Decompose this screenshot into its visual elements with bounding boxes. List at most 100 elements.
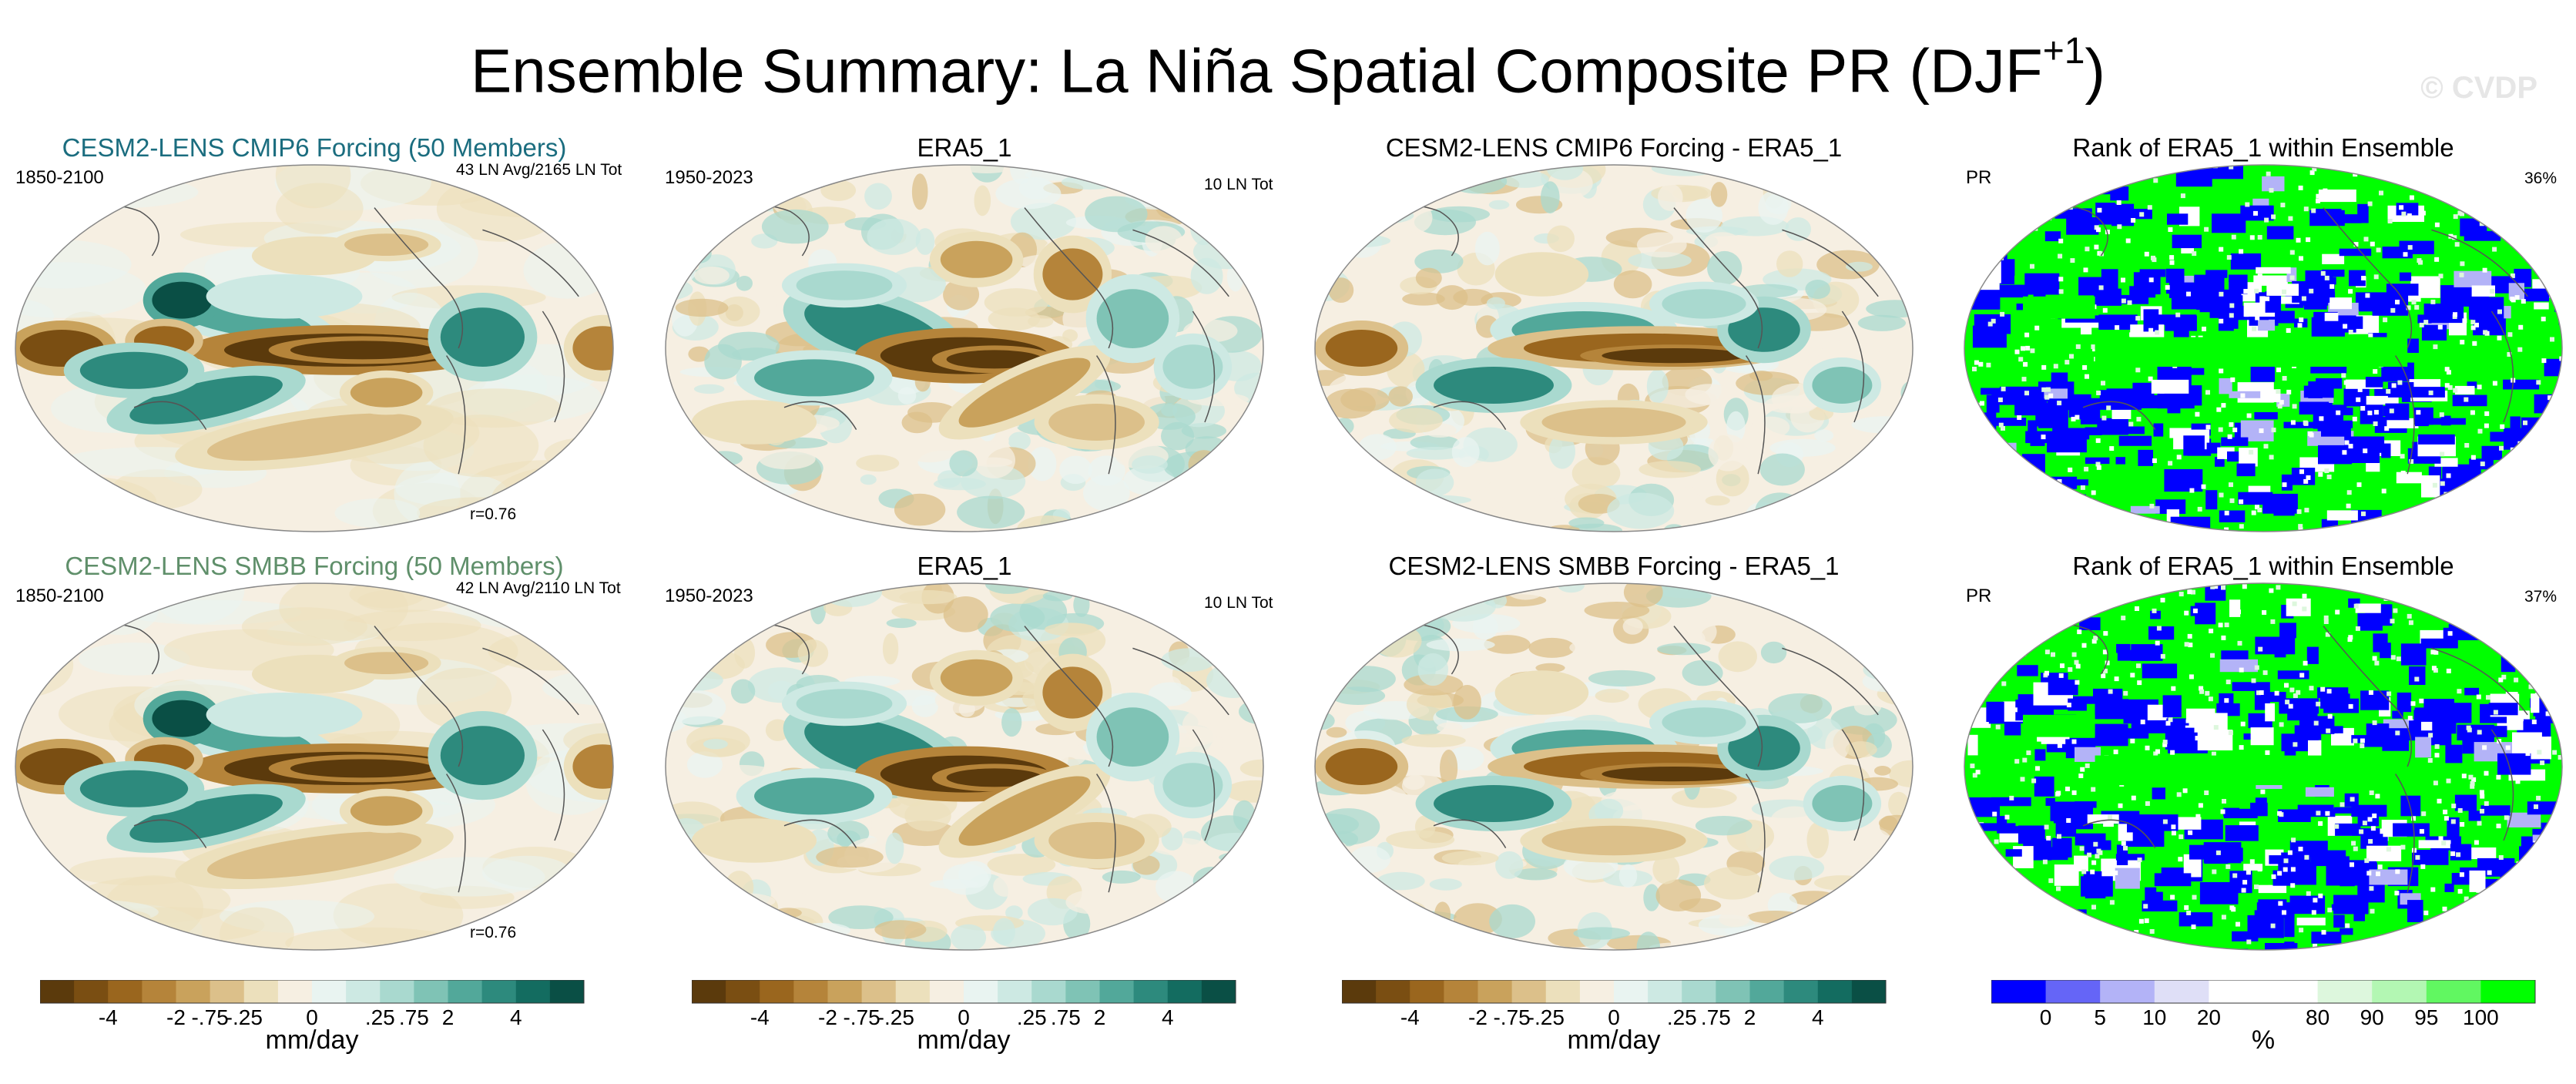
colorbar-tick-label: .75 [399, 1005, 429, 1029]
colorbar-swatch [1099, 980, 1135, 1003]
colorbar-swatch [346, 980, 381, 1003]
colorbar-swatch [1201, 980, 1236, 1003]
figure-title-close: ) [2085, 36, 2106, 106]
colorbar-tick-label: .25 [1667, 1005, 1697, 1029]
colorbar-swatch [312, 980, 347, 1003]
colorbar-swatch [1716, 980, 1751, 1003]
colorbar-tick-label: .25 [365, 1005, 395, 1029]
colorbar-tick-label: 4 [510, 1005, 522, 1029]
colorbar-swatch [1342, 980, 1377, 1003]
colorbar-tick-label: 0 [306, 1005, 318, 1029]
colorbar-swatch [277, 980, 313, 1003]
rank-percent: 37% [2524, 588, 2558, 606]
panel-title-obs: ERA5_1 [917, 552, 1012, 580]
colorbar-swatch [1376, 980, 1410, 1003]
colorbar-swatch [142, 980, 177, 1003]
colorbar-swatch [515, 980, 551, 1003]
colorbar-swatch [1817, 980, 1853, 1003]
colorbar-swatch [40, 980, 75, 1003]
obs-years: 1950-2023 [665, 167, 753, 188]
colorbar-tick-label: .25 [1017, 1005, 1047, 1029]
colorbar-swatch [760, 980, 794, 1003]
map-model-row2 [15, 582, 614, 951]
colorbar-swatch [380, 980, 414, 1003]
colorbar-swatch [1614, 980, 1649, 1003]
colorbar-tick-label: 90 [2360, 1005, 2384, 1029]
colorbar-tick-label: -.75 [191, 1005, 228, 1029]
colorbar-tick-label: 20 [2197, 1005, 2221, 1029]
colorbar-swatch [1133, 980, 1169, 1003]
colorbar-swatch [1167, 980, 1202, 1003]
colorbar-4: 0 5 10 20 80 90 95 100 [1991, 980, 2536, 1029]
colorbar-swatch [2317, 980, 2373, 1003]
colorbar-swatch [1851, 980, 1887, 1003]
colorbar-tick-label: 10 [2142, 1005, 2166, 1029]
panel-title-diff: CESM2-LENS CMIP6 Forcing - ERA5_1 [1385, 133, 1843, 162]
colorbar-swatch [1749, 980, 1785, 1003]
colorbar-swatch [74, 980, 109, 1003]
colorbar-swatch [2263, 980, 2319, 1003]
colorbar-swatch [895, 980, 931, 1003]
model-years: 1850-2100 [15, 167, 104, 188]
watermark: © CVDP [2420, 71, 2537, 105]
colorbar-unit: mm/day [1567, 1025, 1661, 1055]
rank-variable: PR [1966, 586, 1992, 606]
colorbar-swatch [1031, 980, 1066, 1003]
colorbar-tick-label: -.25 [226, 1005, 263, 1029]
map-diff-row2 [1314, 582, 1914, 951]
colorbar-swatch [1511, 980, 1547, 1003]
model-pattern-corr: r=0.76 [470, 924, 517, 941]
colorbar-tick-label: 2 [1094, 1005, 1106, 1029]
colorbar-swatch [1991, 980, 2047, 1003]
map-rank-row2 [1964, 582, 2563, 951]
obs-event-count: 10 LN Tot [1204, 594, 1273, 612]
colorbar-tick-label: 2 [442, 1005, 454, 1029]
colorbar-swatch [1682, 980, 1716, 1003]
colorbar-swatch [1648, 980, 1682, 1003]
panel-title-rank: Rank of ERA5_1 within Ensemble [2072, 552, 2454, 580]
panel-title-model: CESM2-LENS SMBB Forcing (50 Members) [65, 552, 564, 580]
colorbar-swatch [2154, 980, 2209, 1003]
model-event-count: 42 LN Avg/2110 LN Tot [456, 579, 621, 597]
figure-title: Ensemble Summary: La Niña Spatial Compos… [0, 17, 2576, 114]
panel-title-model: CESM2-LENS CMIP6 Forcing (50 Members) [62, 133, 567, 162]
colorbar-tick-label: 0 [958, 1005, 970, 1029]
colorbar-swatch [692, 980, 726, 1003]
map-model-row1 [15, 164, 614, 532]
colorbar-tick-label: 4 [1162, 1005, 1174, 1029]
colorbar-swatch [1410, 980, 1444, 1003]
obs-event-count: 10 LN Tot [1204, 176, 1273, 193]
colorbar-1: -4 -2 -.75-.25 0 .25.75 2 4 [40, 980, 585, 1029]
colorbar-tick-label: -4 [99, 1005, 118, 1029]
colorbar-swatch [964, 980, 998, 1003]
map-diff-row1 [1314, 164, 1914, 532]
colorbar-swatch [2426, 980, 2481, 1003]
colorbar-swatch [210, 980, 245, 1003]
colorbar-tick-label: -.25 [1528, 1005, 1565, 1029]
colorbar-swatch [1783, 980, 1819, 1003]
colorbar-tick-label: -2 [1468, 1005, 1488, 1029]
map-obs-row1 [665, 164, 1264, 532]
colorbar-swatch [2480, 980, 2536, 1003]
colorbar-tick-label: 0 [2040, 1005, 2052, 1029]
panel-title-obs: ERA5_1 [917, 133, 1012, 162]
colorbar-unit: mm/day [265, 1025, 359, 1055]
colorbar-swatch [929, 980, 964, 1003]
colorbar-tick-label: .75 [1051, 1005, 1081, 1029]
colorbar-tick-label: -4 [1400, 1005, 1420, 1029]
colorbar-swatch [998, 980, 1032, 1003]
model-years: 1850-2100 [15, 586, 104, 606]
colorbar-3: -4 -2 -.75-.25 0 .25.75 2 4 [1342, 980, 1887, 1029]
colorbar-swatch [1478, 980, 1513, 1003]
colorbar-tick-label: 80 [2306, 1005, 2329, 1029]
panel-title-rank: Rank of ERA5_1 within Ensemble [2072, 133, 2454, 162]
colorbar-swatch [414, 980, 449, 1003]
figure-title-superscript: +1 [2042, 31, 2085, 72]
rank-variable: PR [1966, 167, 1992, 188]
colorbar-swatch [1579, 980, 1615, 1003]
colorbar-tick-label: 0 [1608, 1005, 1620, 1029]
colorbar-swatch [2100, 980, 2155, 1003]
colorbar-swatch [1065, 980, 1101, 1003]
colorbar-swatch [793, 980, 829, 1003]
colorbar-swatch [2372, 980, 2427, 1003]
